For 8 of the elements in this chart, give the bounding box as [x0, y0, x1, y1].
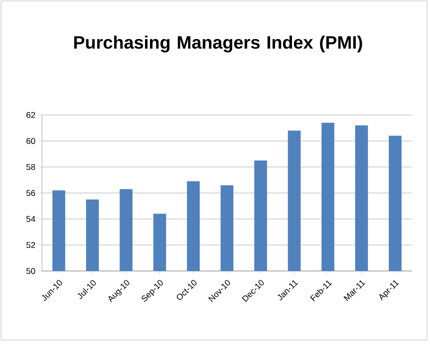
chart-title: Purchasing Managers Index (PMI)	[74, 36, 362, 52]
y-tick-label: 50	[26, 268, 36, 274]
y-tick-label: 62	[26, 112, 36, 118]
y-tick-label: 56	[26, 190, 36, 196]
y-tick-label: 52	[26, 242, 36, 248]
y-tick-label: 54	[26, 216, 36, 222]
y-tick-label: 60	[26, 138, 36, 144]
y-tick-label: 58	[26, 164, 36, 170]
